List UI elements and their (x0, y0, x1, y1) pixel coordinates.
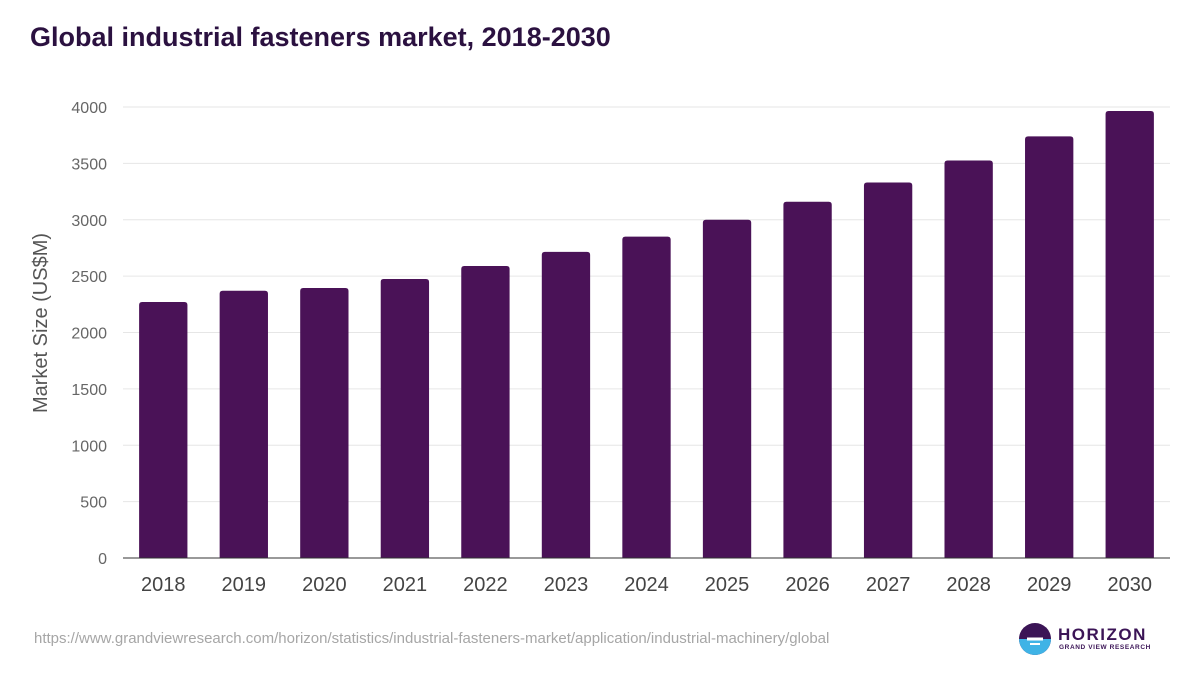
bar-2028[interactable] (944, 160, 993, 558)
x-tick-label: 2023 (544, 574, 589, 596)
chart-title: Global industrial fasteners market, 2018… (30, 22, 611, 52)
bar-2023[interactable] (541, 251, 591, 559)
x-tick-label: 2027 (866, 574, 911, 596)
bar-2030[interactable] (1105, 110, 1154, 558)
logo-name: HORIZON (1058, 625, 1147, 644)
x-tick-label: 2024 (624, 574, 669, 596)
bar-2025[interactable] (702, 219, 752, 558)
x-axis-ticks: 2018 2019 2020 2021 2022 2023 2024 2025 2026 2027… (141, 574, 1152, 596)
y-tick-label: 4000 (71, 100, 107, 117)
y-tick-label: 2000 (71, 326, 107, 343)
y-tick-label: 1500 (71, 382, 107, 399)
bar-2021[interactable] (380, 278, 430, 558)
horizon-logo: HORIZON GRAND VIEW RESEARCH (1018, 621, 1158, 657)
logo-tagline: GRAND VIEW RESEARCH (1059, 644, 1151, 651)
source-url[interactable]: https://www.grandviewresearch.com/horizo… (34, 630, 830, 647)
y-tick-label: 0 (98, 551, 107, 568)
y-tick-label: 3000 (71, 213, 107, 230)
x-tick-label: 2026 (785, 574, 830, 596)
bar-2026[interactable] (783, 201, 832, 558)
bar-2022[interactable] (461, 265, 510, 558)
x-tick-label: 2029 (1027, 574, 1072, 596)
x-tick-label: 2025 (705, 574, 750, 596)
y-tick-label: 3500 (71, 156, 107, 173)
x-tick-label: 2018 (141, 574, 186, 596)
x-tick-label: 2028 (946, 574, 991, 596)
bar-2018[interactable] (139, 302, 188, 558)
bars (139, 110, 1154, 559)
horizon-logo-icon (1019, 623, 1051, 655)
bar-2024[interactable] (622, 236, 671, 558)
x-tick-label: 2021 (383, 574, 428, 596)
x-tick-label: 2030 (1107, 574, 1152, 596)
x-tick-label: 2022 (463, 574, 508, 596)
y-tick-label: 2500 (71, 269, 107, 286)
bar-2029[interactable] (1025, 136, 1074, 558)
y-axis-ticks: 0 500 1000 1500 2000 2500 3000 3500 4000 (71, 100, 107, 568)
x-tick-label: 2020 (302, 574, 347, 596)
bar-2027[interactable] (863, 182, 913, 559)
bar-2019[interactable] (219, 290, 268, 558)
y-tick-label: 500 (80, 495, 107, 512)
y-tick-label: 1000 (71, 438, 107, 455)
bar-2020[interactable] (300, 287, 349, 558)
x-tick-label: 2019 (222, 574, 267, 596)
y-axis-label: Market Size (US$M) (30, 233, 52, 413)
